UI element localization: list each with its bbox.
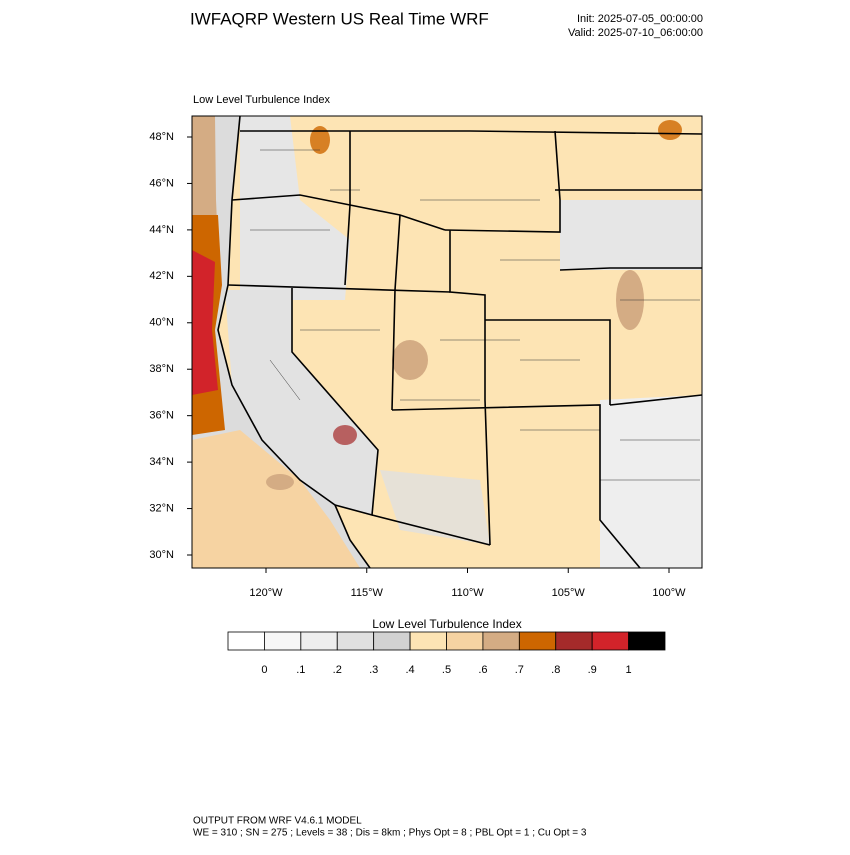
colorbar-box <box>555 631 593 651</box>
colorbar-tick-label: .7 <box>515 664 524 676</box>
lat-tick-label: 30°N <box>149 549 174 561</box>
valid-time: Valid: 2025-07-10_06:00:00 <box>568 27 703 39</box>
lon-tick-label: 120°W <box>249 587 283 599</box>
colorbar-tick-label: 0 <box>261 664 267 676</box>
colorbar-box <box>446 631 484 651</box>
colorbar-tick-label: .9 <box>588 664 597 676</box>
colorbar-tick-label: .2 <box>333 664 342 676</box>
footer-line: OUTPUT FROM WRF V4.6.1 MODEL <box>193 816 362 827</box>
colorbar-box <box>373 631 411 651</box>
axis-ticks: 30°N 32°N 34°N 36°N 38°N 40°N 42°N 44°N 46°N 48°N… <box>149 131 686 599</box>
colorbar-tick-label: .4 <box>405 664 414 676</box>
colorbar-tick-label: .8 <box>551 664 560 676</box>
lat-tick-label: 44°N <box>149 224 174 236</box>
colorbar-tick-label: 1 <box>626 664 632 676</box>
lat-tick-label: 42°N <box>149 270 174 282</box>
colorbar: 0 .1 .2 .3 .4 .5 .6 .7 .8 .9 1 <box>227 631 666 676</box>
lat-tick-label: 36°N <box>149 410 174 422</box>
lat-tick-label: 38°N <box>149 363 174 375</box>
colorbar-box <box>227 631 265 651</box>
footer-line: WE = 310 ; SN = 275 ; Levels = 38 ; Dis … <box>193 828 587 839</box>
colorbar-tick-label: .5 <box>442 664 451 676</box>
colorbar-tick-label: .3 <box>369 664 378 676</box>
lat-tick-label: 46°N <box>149 177 174 189</box>
colorbar-tick-label: .6 <box>478 664 487 676</box>
title: IWFAQRP Western US Real Time WRF <box>190 9 489 28</box>
lat-tick-label: 34°N <box>149 456 174 468</box>
colorbar-box <box>264 631 302 651</box>
lon-tick-label: 100°W <box>652 587 686 599</box>
colorbar-tick-label: .1 <box>296 664 305 676</box>
lat-tick-label: 32°N <box>149 502 174 514</box>
colorbar-box <box>518 631 557 651</box>
map-frame <box>191 115 703 569</box>
lon-tick-label: 115°W <box>351 587 384 599</box>
lon-tick-label: 110°W <box>451 587 484 599</box>
map-subtitle: Low Level Turbulence Index <box>193 94 330 106</box>
colorbar-box <box>591 631 629 651</box>
lon-tick-label: 105°W <box>552 587 586 599</box>
colorbar-box <box>409 631 447 651</box>
lat-tick-label: 40°N <box>149 317 174 329</box>
colorbar-box <box>300 631 338 651</box>
colorbar-box <box>482 631 520 651</box>
colorbar-box <box>628 631 666 651</box>
colorbar-title: Low Level Turbulence Index <box>372 617 521 631</box>
map <box>192 116 702 568</box>
init-time: Init: 2025-07-05_00:00:00 <box>577 13 703 25</box>
lat-tick-label: 48°N <box>149 131 174 143</box>
colorbar-box <box>336 631 375 651</box>
